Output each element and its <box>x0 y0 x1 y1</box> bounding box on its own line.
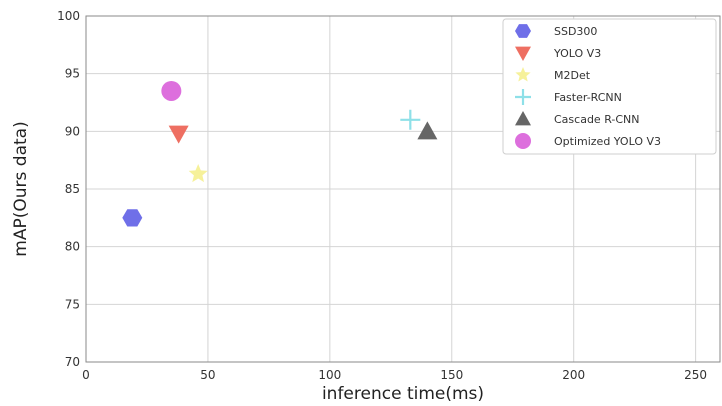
legend-marker-m2det <box>515 67 531 82</box>
x-tick-label: 250 <box>684 368 707 382</box>
x-axis-label: inference time(ms) <box>322 384 484 404</box>
legend-marker-ssd300 <box>515 24 531 38</box>
y-tick-label: 80 <box>65 240 80 254</box>
point-ssd300 <box>122 209 143 227</box>
y-tick-label: 85 <box>65 182 80 196</box>
legend-marker-optimized-yolo-v3 <box>515 133 531 149</box>
point-cascade-r-cnn <box>417 121 438 140</box>
legend-label-cascade-r-cnn: Cascade R-CNN <box>554 113 640 126</box>
legend-marker-cascade-r-cnn <box>515 111 531 126</box>
y-axis-label: mAP(Ours data) <box>11 121 31 256</box>
legend-marker-yolo-v3 <box>515 46 531 61</box>
legend-label-yolo-v3: YOLO V3 <box>553 47 601 60</box>
y-tick-label: 75 <box>65 297 80 311</box>
legend-label-optimized-yolo-v3: Optimized YOLO V3 <box>554 135 661 148</box>
point-optimized-yolo-v3 <box>161 80 182 101</box>
point-yolo-v3 <box>168 125 189 144</box>
y-tick-label: 90 <box>65 124 80 138</box>
x-tick-label: 50 <box>200 368 215 382</box>
x-tick-label: 200 <box>562 368 585 382</box>
point-m2det <box>188 164 208 183</box>
y-tick-label: 70 <box>65 355 80 369</box>
legend-label-ssd300: SSD300 <box>554 25 597 38</box>
legend-label-m2det: M2Det <box>554 69 591 82</box>
plot-frame <box>85 15 721 363</box>
y-tick-label: 95 <box>65 67 80 81</box>
legend-label-faster-rcnn: Faster-RCNN <box>554 91 622 104</box>
legend: SSD300 YOLO V3 M2Det Faster-RCNN Cascade R-C… <box>502 18 717 155</box>
x-tick-label: 0 <box>82 368 90 382</box>
y-tick-labels: 70 75 80 85 90 95 100 <box>57 9 80 369</box>
data-points <box>122 80 438 227</box>
legend-marker-faster-rcnn <box>515 89 531 105</box>
x-tick-label: 100 <box>318 368 341 382</box>
point-faster-rcnn <box>400 109 421 130</box>
legend-box <box>502 18 717 155</box>
y-tick-label: 100 <box>57 9 80 23</box>
x-tick-label: 150 <box>440 368 463 382</box>
x-tick-labels: 0 50 100 150 200 250 <box>82 368 707 382</box>
